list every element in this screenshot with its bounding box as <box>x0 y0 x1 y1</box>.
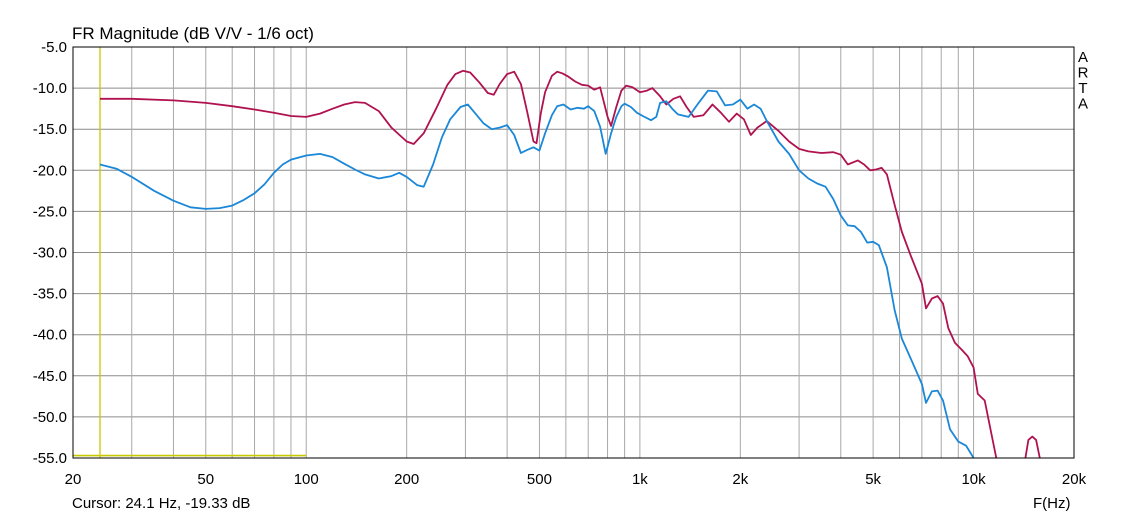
x-tick-label: 2k <box>732 471 748 488</box>
y-tick-label: -25.0 <box>33 203 67 220</box>
watermark-letter: T <box>1078 80 1087 97</box>
x-axis-label: F(Hz) <box>1033 495 1071 512</box>
x-tick-label: 50 <box>197 471 214 488</box>
y-tick-label: -5.0 <box>41 39 67 56</box>
y-tick-label: -20.0 <box>33 162 67 179</box>
series-line-3 <box>99 89 975 459</box>
x-tick-label: 20k <box>1062 471 1087 488</box>
x-tick-label: 20 <box>65 471 82 488</box>
y-tick-labels: -5.0 -10.0 -15.0 -20.0 -25.0 -30.0 -35.0 -40.0 -… <box>33 39 67 467</box>
y-tick-label: -55.0 <box>33 450 67 467</box>
chart-title: FR Magnitude (dB V/V - 1/6 oct) <box>72 24 314 43</box>
watermark-letter: A <box>1078 49 1088 66</box>
y-tick-label: -40.0 <box>33 327 67 344</box>
x-tick-label: 5k <box>865 471 881 488</box>
y-tick-label: -30.0 <box>33 245 67 262</box>
series-line-1 <box>100 69 998 459</box>
x-tick-label: 1k <box>632 471 648 488</box>
series-group <box>99 69 1041 459</box>
x-tick-label: 500 <box>527 471 552 488</box>
x-tick-label: 10k <box>961 471 986 488</box>
cursor-readout: Cursor: 24.1 Hz, -19.33 dB <box>72 495 250 512</box>
y-tick-label: -45.0 <box>33 368 67 385</box>
y-tick-label: -35.0 <box>33 286 67 303</box>
series-line-2 <box>1024 435 1041 459</box>
watermark-letter: R <box>1078 65 1089 82</box>
y-tick-label: -50.0 <box>33 409 67 426</box>
y-tick-label: -10.0 <box>33 80 67 97</box>
y-tick-label: -15.0 <box>33 121 67 138</box>
plot-frame <box>72 46 1075 459</box>
cursor-lines[interactable] <box>73 47 307 458</box>
x-tick-label: 100 <box>294 471 319 488</box>
x-tick-label: 200 <box>394 471 419 488</box>
x-tick-labels: 20 50 100 200 500 1k 2k 5k 10k 20k <box>65 471 1087 488</box>
watermark-letter: A <box>1078 96 1088 113</box>
